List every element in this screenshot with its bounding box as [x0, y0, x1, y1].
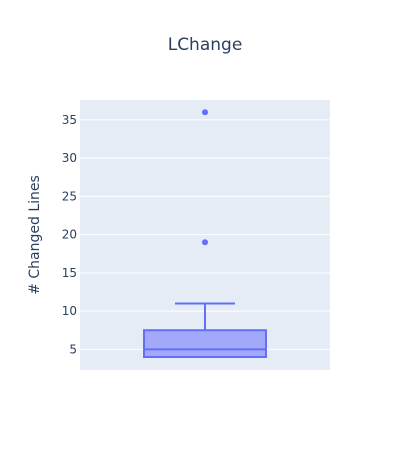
- y-tick-label-35: 35: [62, 113, 77, 127]
- y-axis-title: # Changed Lines: [27, 175, 43, 295]
- chart-title: LChange: [168, 35, 243, 55]
- outlier-point-1[interactable]: [202, 239, 208, 245]
- y-tick-label-15: 15: [62, 266, 77, 280]
- y-tick-label-25: 25: [62, 189, 77, 203]
- interquartile-box[interactable]: [144, 330, 266, 357]
- y-tick-label-20: 20: [62, 228, 77, 242]
- y-tick-label-30: 30: [62, 151, 77, 165]
- y-tick-label-5: 5: [69, 342, 77, 356]
- outlier-point-2[interactable]: [202, 109, 208, 115]
- y-tick-label-10: 10: [62, 304, 77, 318]
- y-tick-labels: 5 10 15 20 25 30 35: [62, 113, 77, 356]
